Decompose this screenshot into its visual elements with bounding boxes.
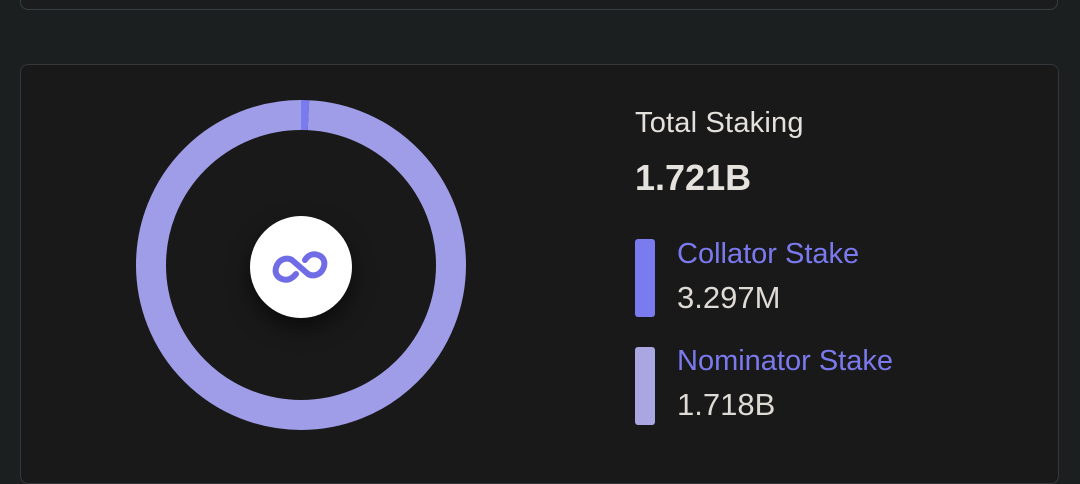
staking-card: Total Staking 1.721B Collator Stake 3.29…	[20, 64, 1059, 484]
total-staking-label: Total Staking	[635, 107, 804, 139]
legend-value-collator: 3.297M	[677, 280, 781, 315]
legend-value-nominator: 1.718B	[677, 387, 776, 422]
staking-donut-chart	[136, 100, 466, 430]
donut-slice-nominator	[136, 100, 466, 430]
legend-swatch-collator	[635, 239, 655, 317]
link-logo-icon	[250, 216, 352, 318]
legend-label-collator: Collator Stake	[677, 238, 860, 270]
legend-label-nominator: Nominator Stake	[677, 345, 893, 377]
total-staking-value: 1.721B	[635, 157, 752, 198]
previous-card	[20, 0, 1058, 10]
link-logo-glyph	[272, 251, 328, 283]
legend-swatch-nominator	[635, 347, 655, 425]
